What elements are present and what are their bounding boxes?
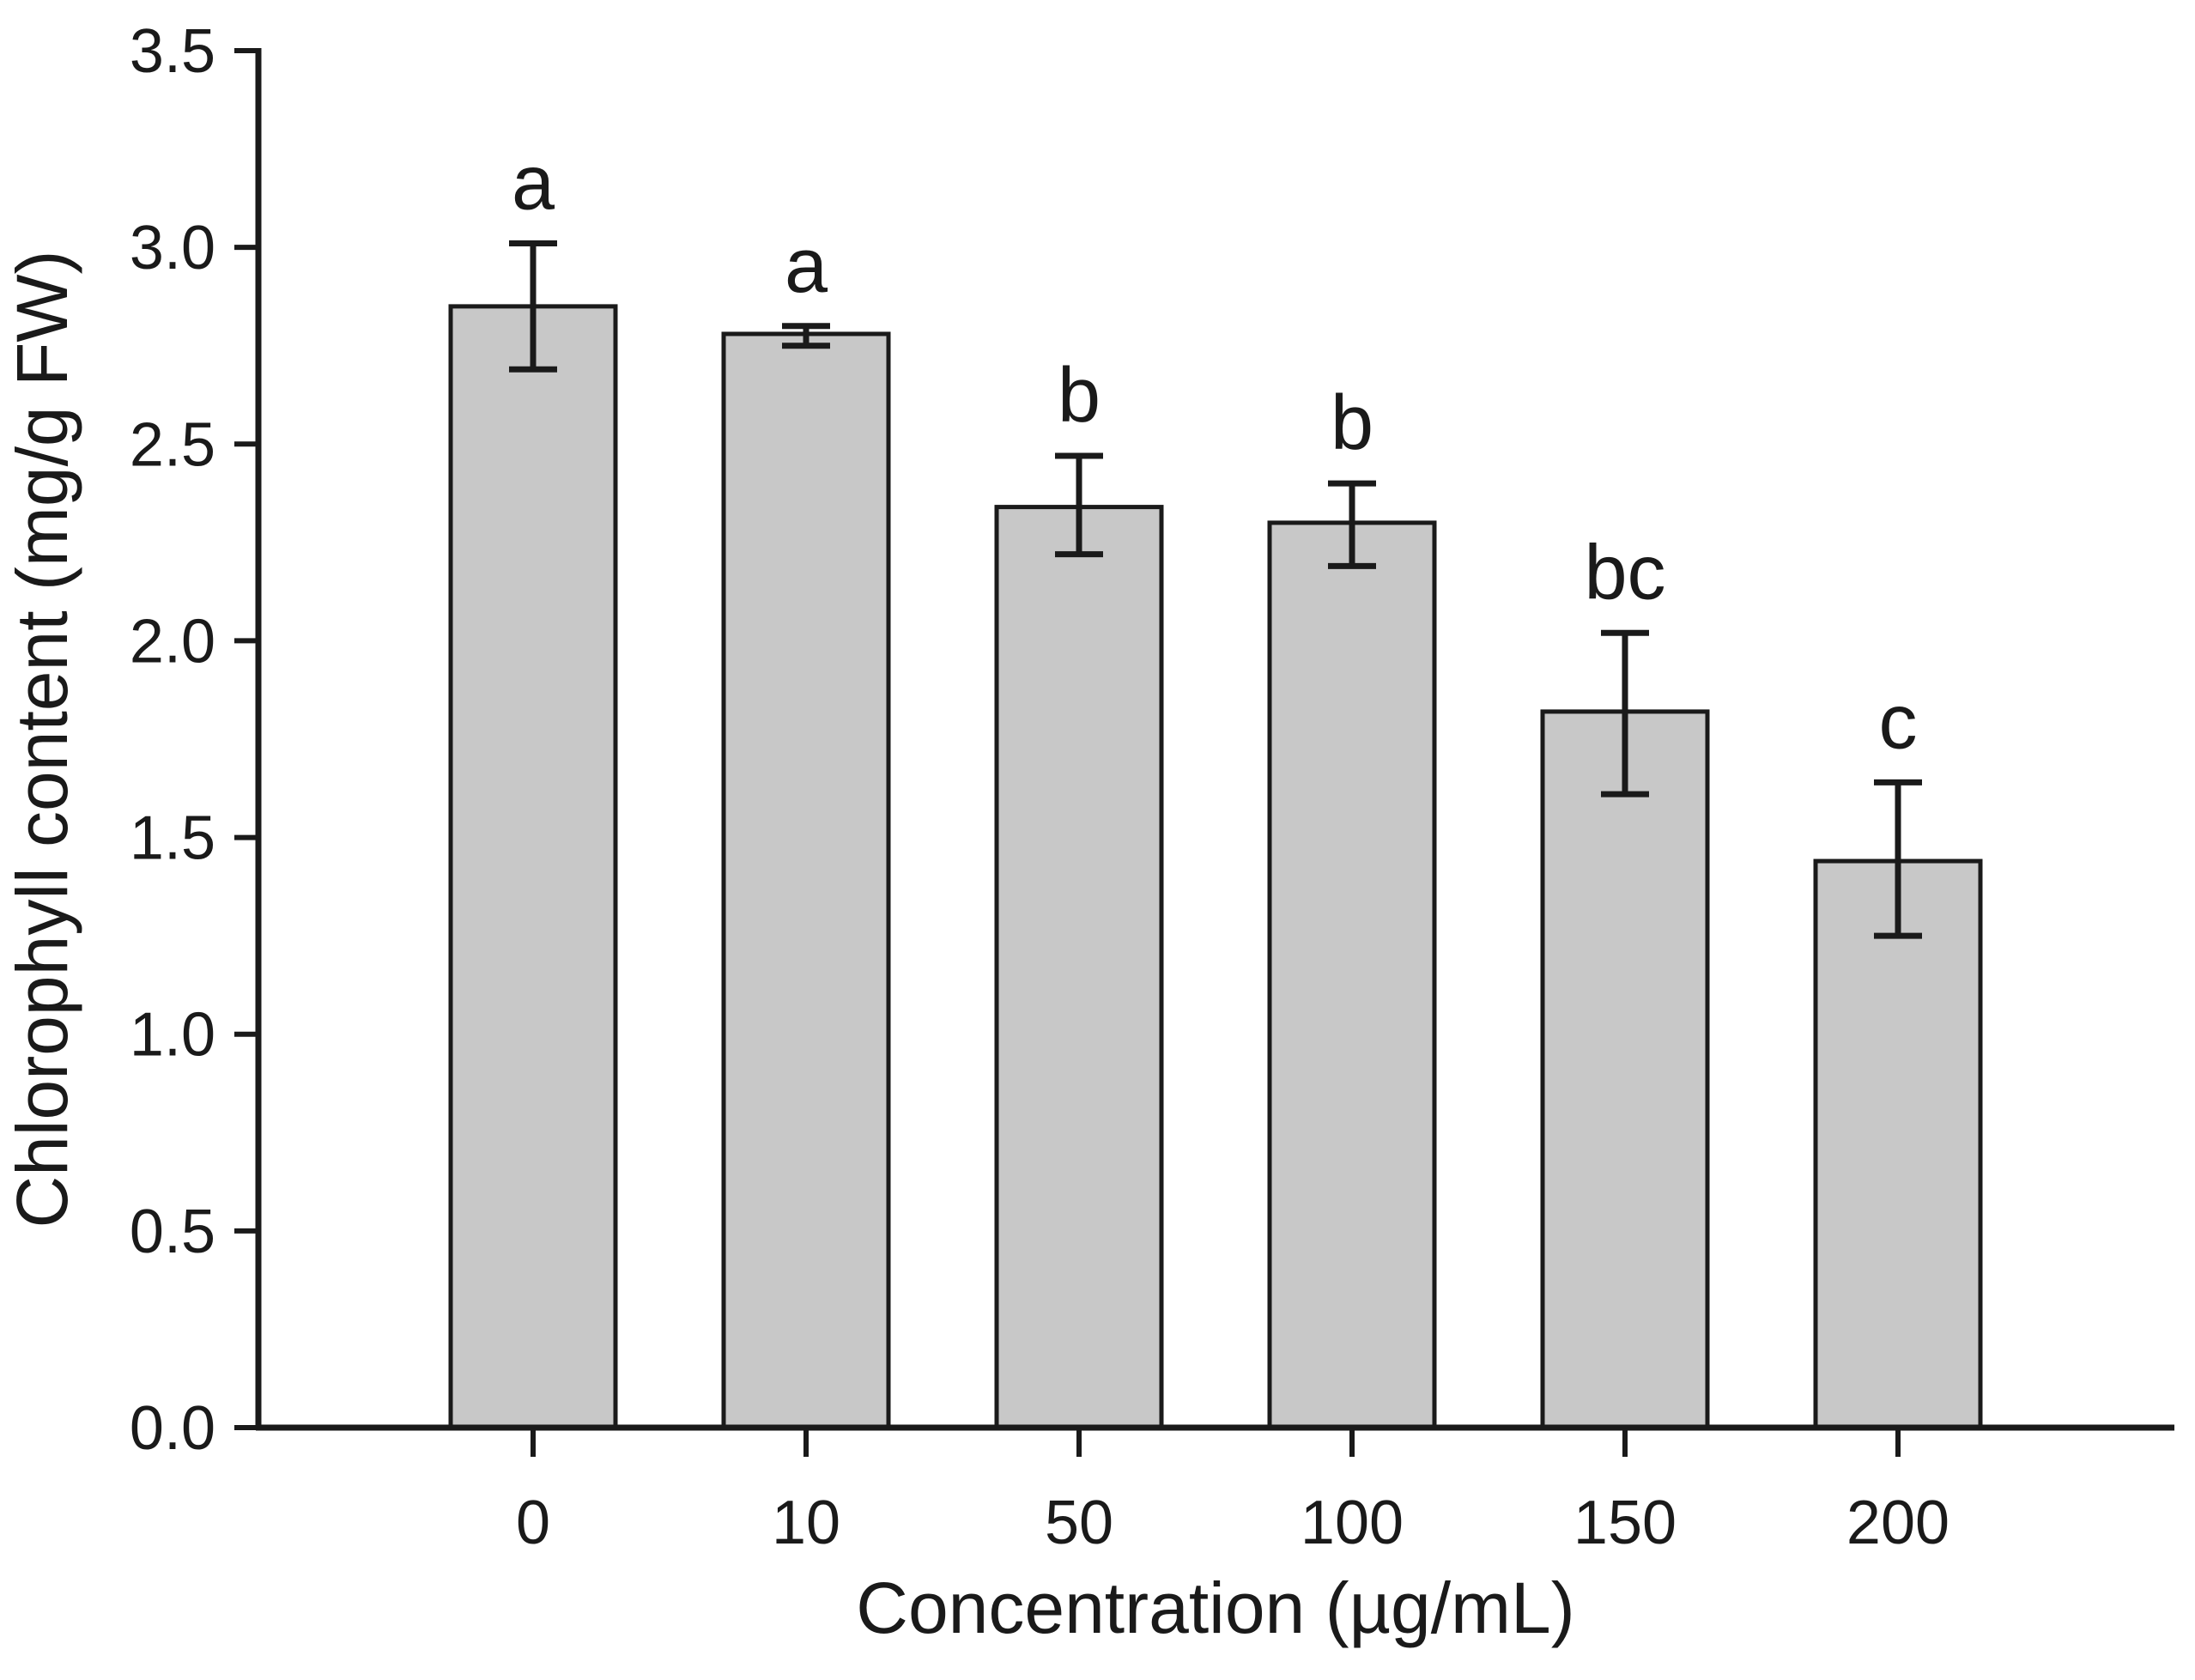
y-tick-label: 2.5 (130, 410, 215, 479)
bar (1813, 858, 1983, 1430)
axes-layer (234, 47, 2174, 1457)
significance-letter: bc (1584, 530, 1665, 616)
significance-letter: a (512, 141, 555, 227)
significance-letter: a (785, 223, 828, 309)
y-tick-label: 0.5 (130, 1198, 215, 1266)
x-tick-label: 50 (1045, 1489, 1113, 1557)
y-tick-label: 1.0 (130, 1001, 215, 1070)
bar (1267, 520, 1437, 1430)
y-tick-label: 0.0 (130, 1394, 215, 1463)
significance-letter: b (1058, 353, 1101, 439)
x-tick-label: 10 (772, 1489, 840, 1557)
bar (448, 304, 618, 1430)
significance-letter: c (1879, 679, 1918, 765)
y-tick-label: 1.5 (130, 804, 215, 873)
error-bars-layer (509, 240, 1922, 939)
bars-layer (448, 304, 1983, 1430)
significance-letter: b (1331, 380, 1373, 466)
y-tick-label: 3.5 (130, 17, 215, 86)
x-tick-label: 100 (1301, 1489, 1404, 1557)
x-axis-title: Concentration (µg/mL) (856, 1568, 1574, 1648)
labels-layer: 0.0 0.5 1.0 1.5 2.0 2.5 3.0 3.5 0 10 50 100 150 200 a a… (130, 17, 1949, 1557)
bar (994, 505, 1164, 1430)
x-tick-label: 150 (1573, 1489, 1677, 1557)
bar (1540, 709, 1710, 1430)
y-axis-title: Chlorophyll content (mg/g FW) (2, 250, 82, 1228)
bar (721, 331, 891, 1430)
y-tick-label: 3.0 (130, 214, 215, 282)
x-tick-label: 0 (516, 1489, 550, 1557)
y-tick-label: 2.0 (130, 607, 215, 676)
x-tick-label: 200 (1846, 1489, 1949, 1557)
